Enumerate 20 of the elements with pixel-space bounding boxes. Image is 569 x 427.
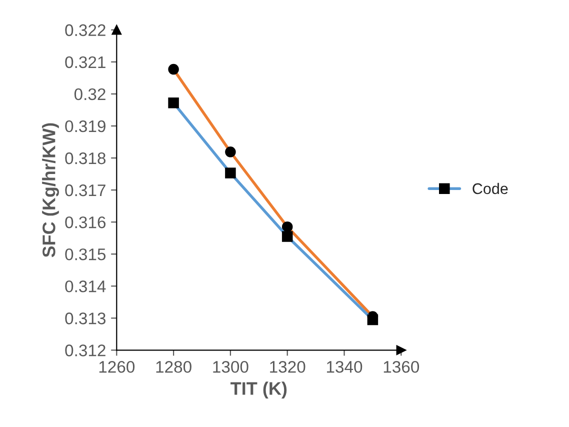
- y-axis-title: SFC (Kg/hr/KW): [42, 123, 59, 258]
- y-tick-label: 0.322: [65, 24, 106, 36]
- y-tick-label: 0.317: [65, 184, 106, 196]
- x-tick-label: 1300: [213, 360, 248, 373]
- y-tick-label: 0.32: [74, 88, 106, 100]
- x-axis-title: TIT (K): [230, 382, 287, 398]
- x-tick-label: 1280: [156, 360, 192, 373]
- y-tick-label: 0.312: [65, 344, 106, 356]
- y-tick-label: 0.314: [65, 280, 106, 292]
- x-tick-label: 1320: [270, 360, 306, 373]
- y-tick-label: 0.316: [65, 216, 106, 228]
- x-tick-label: 1340: [326, 360, 362, 373]
- y-tick-label: 0.315: [65, 248, 106, 260]
- y-tick-label: 0.319: [65, 120, 106, 132]
- x-tick-label: 1260: [99, 360, 135, 373]
- x-tick-label: 1360: [384, 360, 420, 373]
- y-tick-label: 0.321: [65, 56, 106, 68]
- legend-label: Code: [472, 182, 508, 194]
- y-tick-label: 0.313: [65, 312, 106, 324]
- y-tick-label: 0.318: [65, 152, 106, 164]
